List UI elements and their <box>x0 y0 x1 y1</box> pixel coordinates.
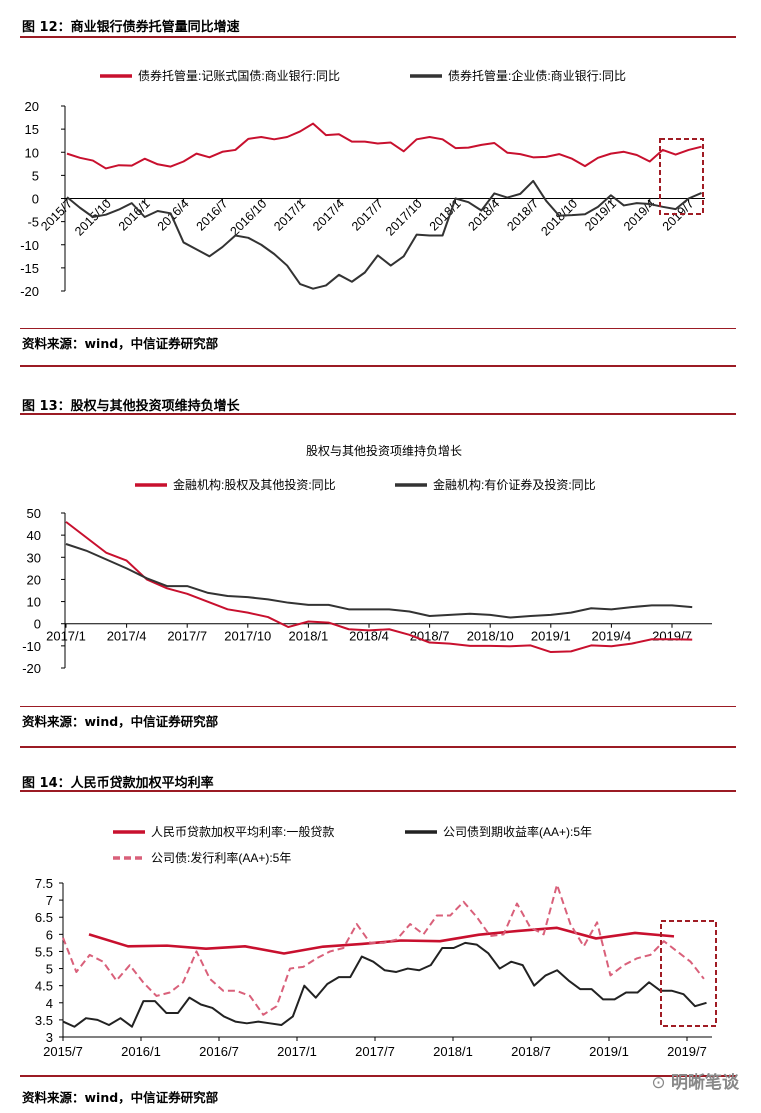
x-tick-label: 2018/4 <box>466 197 503 234</box>
divider <box>20 746 736 748</box>
y-tick-label: 40 <box>27 528 41 543</box>
y-tick-label: -10 <box>20 238 39 253</box>
y-tick-label: 3 <box>46 1030 53 1045</box>
y-tick-label: 4.5 <box>35 979 53 994</box>
y-tick-label: -20 <box>20 284 39 299</box>
x-tick-label: 2017/4 <box>310 197 347 234</box>
x-tick-label: 2017/1 <box>271 197 308 234</box>
y-tick-label: 20 <box>25 99 39 114</box>
x-tick-label: 2019/1 <box>589 1044 629 1059</box>
x-tick-label: 2017/10 <box>224 629 271 644</box>
figure-12-source: 资料来源：wind，中信证券研究部 <box>22 336 219 351</box>
y-tick-label: 20 <box>27 572 41 587</box>
series-line <box>66 179 702 290</box>
y-tick-label: 7.5 <box>35 876 53 891</box>
divider <box>20 36 736 38</box>
divider <box>20 328 736 329</box>
x-tick-label: 2017/1 <box>277 1044 317 1059</box>
x-tick-label: 2017/10 <box>383 197 425 239</box>
x-tick-label: 2018/7 <box>511 1044 551 1059</box>
y-tick-label: -15 <box>20 261 39 276</box>
y-tick-label: 4 <box>46 996 53 1011</box>
x-tick-label: 2019/4 <box>592 629 632 644</box>
legend-label: 公司债到期收益率(AA+):5年 <box>443 824 592 839</box>
figure-14-title: 图 14：人民币贷款加权平均利率 <box>22 776 214 791</box>
y-tick-label: 10 <box>25 145 39 160</box>
y-tick-label: 5 <box>32 168 39 183</box>
x-tick-label: 2017/7 <box>167 629 207 644</box>
figure-14-source: 资料来源：wind，中信证券研究部 <box>22 1090 219 1105</box>
divider <box>20 1075 736 1077</box>
x-tick-label: 2017/1 <box>46 629 86 644</box>
chart-title: 股权与其他投资项维持负增长 <box>306 443 462 458</box>
legend-label: 债券托管量:企业债:商业银行:同比 <box>448 68 626 83</box>
x-tick-label: 2018/10 <box>538 197 580 239</box>
y-tick-label: 6.5 <box>35 910 53 925</box>
wechat-icon: ⊙ <box>651 1073 671 1093</box>
x-tick-label: 2018/1 <box>433 1044 473 1059</box>
x-tick-label: 2019/7 <box>652 629 692 644</box>
figure-13-source: 资料来源：wind，中信证券研究部 <box>22 714 219 729</box>
x-tick-label: 2018/10 <box>467 629 514 644</box>
figure-12-title: 图 12：商业银行债券托管量同比增速 <box>22 20 240 35</box>
legend-label: 公司债:发行利率(AA+):5年 <box>151 850 291 865</box>
x-tick-label: 2018/1 <box>289 629 329 644</box>
series-line <box>62 883 705 1016</box>
y-tick-label: -5 <box>27 215 39 230</box>
y-tick-label: 5 <box>46 962 53 977</box>
y-tick-label: -20 <box>22 661 41 676</box>
y-tick-label: 5.5 <box>35 944 53 959</box>
x-tick-label: 2019/7 <box>660 197 697 234</box>
x-tick-label: 2017/7 <box>355 1044 395 1059</box>
series-line <box>62 941 707 1028</box>
watermark: ⊙ 明晰笔谈 <box>651 1068 739 1093</box>
x-tick-label: 2018/7 <box>410 629 450 644</box>
x-tick-label: 2019/1 <box>582 197 619 234</box>
x-tick-label: 2016/7 <box>199 1044 239 1059</box>
highlight-box <box>660 920 717 1027</box>
x-tick-label: 2019/7 <box>667 1044 707 1059</box>
y-tick-label: 0 <box>34 617 41 632</box>
legend-label: 金融机构:有价证券及投资:同比 <box>433 477 596 492</box>
divider <box>20 706 736 707</box>
x-tick-label: 2017/4 <box>107 629 147 644</box>
x-tick-label: 2016/1 <box>121 1044 161 1059</box>
x-tick-label: 2016/10 <box>228 197 270 239</box>
x-tick-label: 2016/4 <box>155 197 192 234</box>
x-tick-label: 2019/1 <box>531 629 571 644</box>
watermark-text: 明晰笔谈 <box>671 1073 739 1093</box>
y-tick-label: 0 <box>32 192 39 207</box>
y-tick-label: -10 <box>22 639 41 654</box>
y-tick-label: 7 <box>46 893 53 908</box>
legend-label: 金融机构:股权及其他投资:同比 <box>173 477 336 492</box>
x-tick-label: 2018/7 <box>504 197 541 234</box>
x-tick-label: 2015/7 <box>43 1044 83 1059</box>
x-tick-label: 2015/7 <box>38 197 75 234</box>
y-tick-label: 50 <box>27 506 41 521</box>
figure-13-title: 图 13：股权与其他投资项维持负增长 <box>22 399 240 414</box>
highlight-box <box>659 138 704 215</box>
y-tick-label: 15 <box>25 122 39 137</box>
series-line <box>66 122 702 170</box>
y-tick-label: 10 <box>27 595 41 610</box>
x-tick-label: 2017/7 <box>349 197 386 234</box>
series-line <box>65 521 693 654</box>
x-tick-label: 2018/4 <box>349 629 389 644</box>
divider <box>20 790 736 792</box>
y-tick-label: 6 <box>46 927 53 942</box>
x-tick-label: 2016/7 <box>194 197 231 234</box>
legend-label: 债券托管量:记账式国债:商业银行:同比 <box>138 68 340 83</box>
series-line <box>65 543 693 619</box>
legend-label: 人民币贷款加权平均利率:一般贷款 <box>151 824 334 839</box>
y-tick-label: 30 <box>27 550 41 565</box>
divider <box>20 365 736 367</box>
x-tick-label: 2019/4 <box>621 197 658 234</box>
divider <box>20 413 736 415</box>
y-tick-label: 3.5 <box>35 1013 53 1028</box>
